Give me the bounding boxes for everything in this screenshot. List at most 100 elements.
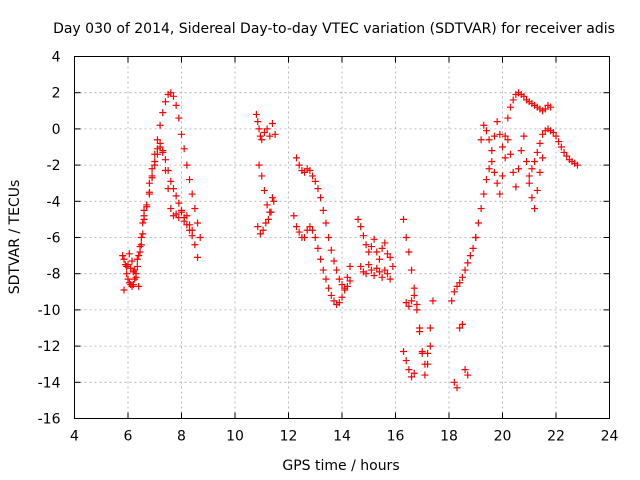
data-point (408, 297, 416, 305)
data-point (410, 284, 418, 292)
y-tick-label: -12 (38, 339, 61, 355)
data-point (346, 262, 354, 270)
data-point (183, 212, 191, 220)
data-point (186, 176, 194, 184)
data-point (493, 118, 501, 126)
data-point (120, 255, 128, 263)
y-tick-label: -16 (38, 412, 61, 428)
x-tick-label: 6 (124, 429, 133, 445)
data-point (254, 223, 262, 231)
y-tick-label: -2 (47, 158, 61, 174)
data-point (458, 273, 466, 281)
data-point (333, 266, 341, 274)
data-point (123, 262, 131, 270)
series-seg-19to21h-upper (477, 89, 555, 155)
data-point (143, 203, 151, 211)
data-point (418, 349, 426, 357)
data-point (317, 255, 325, 263)
series-seg-11h (252, 110, 279, 238)
data-point (327, 291, 335, 299)
data-point (260, 129, 268, 137)
data-point (301, 168, 309, 176)
data-point (410, 369, 418, 377)
data-point (309, 226, 317, 234)
data-point (191, 205, 199, 213)
series-seg-15h (354, 215, 397, 283)
data-point (172, 210, 180, 218)
data-point (309, 172, 317, 180)
data-point (153, 145, 161, 153)
data-point (549, 129, 557, 137)
data-point (378, 273, 386, 281)
data-point (153, 136, 161, 144)
data-point (416, 324, 424, 332)
data-point (167, 177, 175, 185)
data-point (172, 101, 180, 109)
data-point (137, 234, 145, 241)
data-point (477, 136, 485, 144)
data-point (507, 103, 515, 111)
data-point (188, 226, 196, 234)
data-point (172, 192, 180, 200)
data-point (461, 366, 469, 374)
data-point (474, 219, 482, 227)
data-point (528, 165, 536, 173)
data-point (314, 185, 322, 193)
data-point (488, 147, 496, 155)
data-point (496, 190, 504, 198)
data-point (159, 109, 167, 117)
data-point (132, 273, 140, 281)
data-point (135, 282, 143, 290)
data-point (480, 121, 488, 129)
data-point (555, 138, 563, 146)
data-point (319, 266, 327, 274)
data-point (311, 177, 319, 185)
data-point (493, 179, 501, 187)
data-point (386, 253, 394, 261)
data-point (330, 297, 338, 305)
data-point (507, 150, 515, 158)
data-point (169, 92, 177, 100)
x-tick-label: 20 (494, 429, 512, 445)
data-point (402, 234, 410, 241)
chart-title: Day 030 of 2014, Sidereal Day-to-day VTE… (53, 21, 615, 37)
data-point (520, 92, 528, 100)
data-point (357, 262, 365, 270)
y-tick-label: -14 (38, 375, 61, 391)
data-point (271, 130, 279, 138)
data-point (429, 297, 437, 305)
data-point (175, 214, 183, 222)
data-point (129, 281, 137, 289)
plot-frame (74, 56, 610, 419)
data-point (464, 259, 472, 267)
x-tick-labels: 4 6 8 10 12 14 16 18 20 22 24 (70, 429, 618, 445)
data-point (263, 201, 271, 209)
data-point (536, 168, 544, 176)
data-point (322, 219, 330, 227)
data-point (539, 130, 547, 138)
data-point (547, 103, 555, 111)
data-point (161, 156, 169, 164)
data-point (453, 384, 461, 392)
data-point (480, 190, 488, 198)
data-point (362, 270, 370, 278)
data-point (365, 248, 373, 256)
y-tick-label: 0 (52, 122, 61, 138)
data-point (466, 252, 474, 260)
data-point (293, 223, 301, 231)
data-point (191, 241, 199, 249)
data-point (262, 219, 270, 227)
data-point (343, 273, 351, 281)
data-point (426, 324, 434, 332)
data-point (128, 257, 136, 265)
data-point (381, 266, 389, 274)
data-point (482, 127, 490, 135)
data-point (196, 234, 204, 241)
data-point (148, 172, 156, 180)
data-point (167, 205, 175, 213)
data-point (346, 277, 354, 285)
data-point (405, 366, 413, 374)
y-axis-title: SDTVAR / TECUs (7, 180, 23, 295)
data-point (194, 253, 202, 261)
y-tick-label: -10 (38, 303, 61, 319)
